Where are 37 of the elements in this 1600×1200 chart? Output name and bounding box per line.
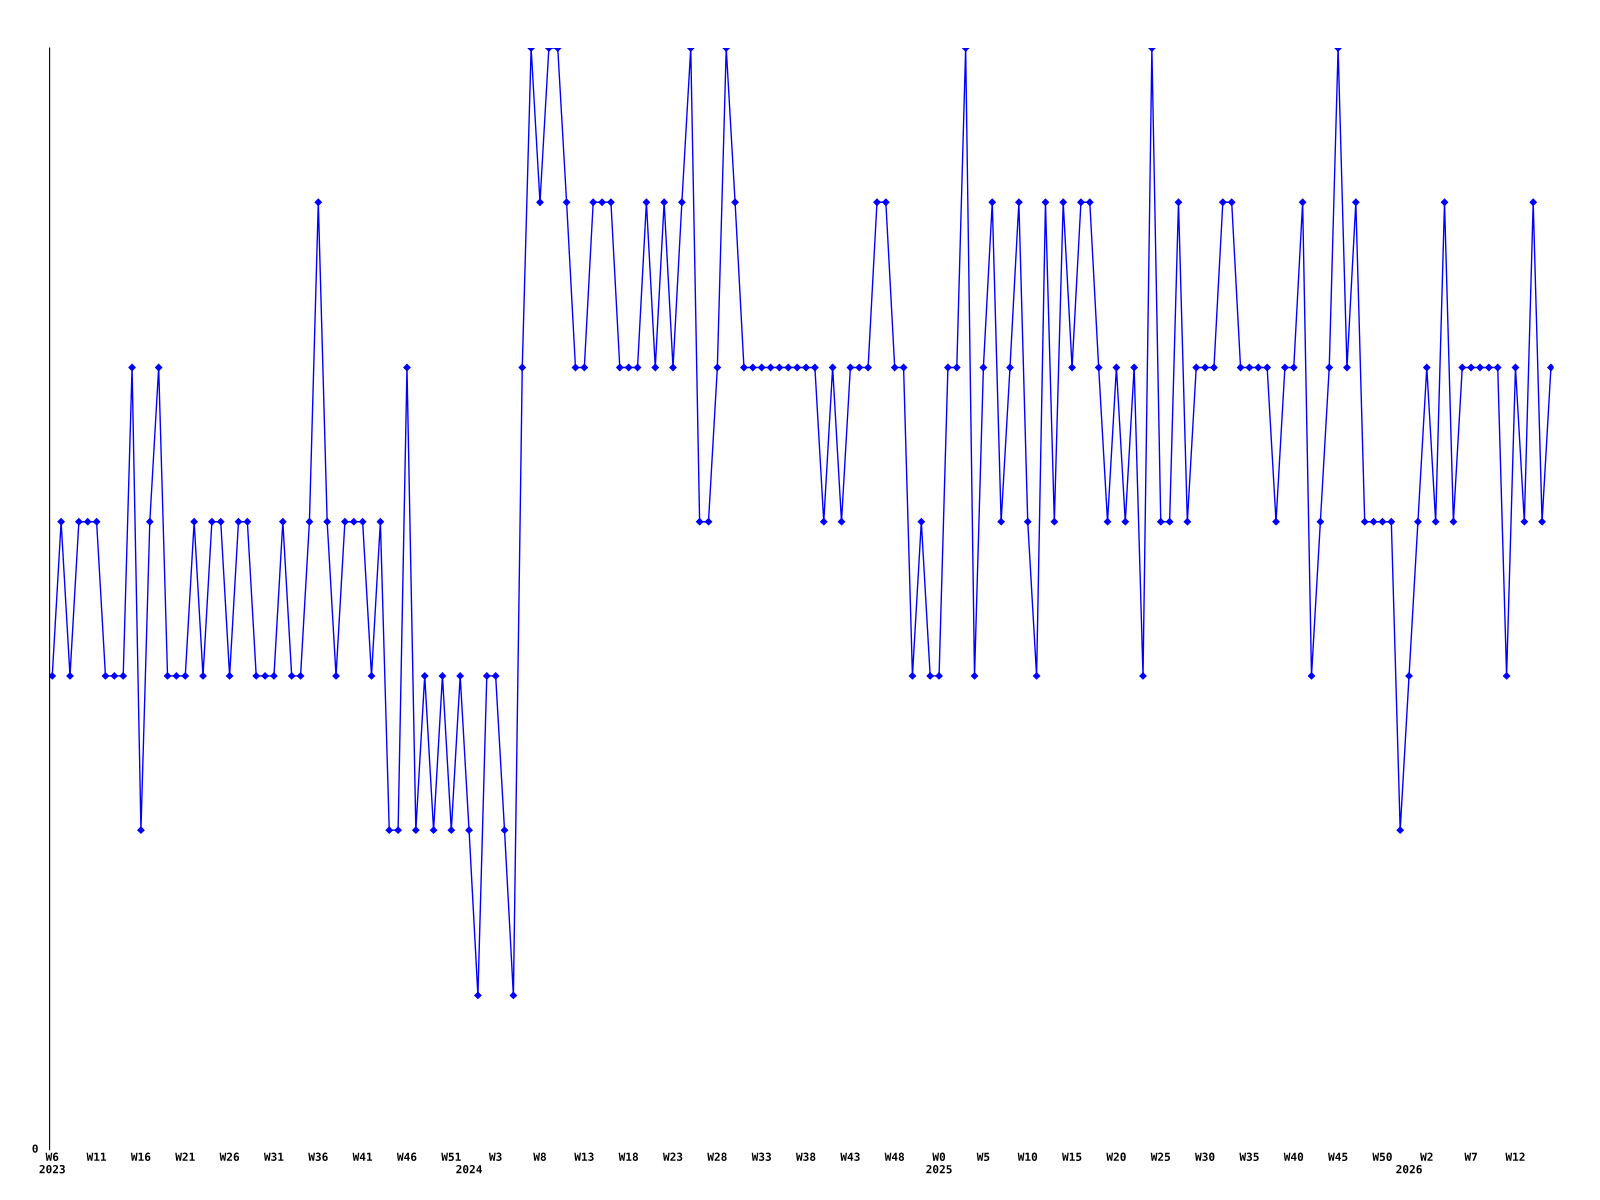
x-tick-label: W33: [751, 1152, 772, 1161]
x-tick-label: W30: [1195, 1152, 1215, 1161]
x-tick-label: W25: [1150, 1152, 1171, 1161]
x-tick-label: W15: [1062, 1152, 1082, 1161]
x-tick-label: W0 2025: [926, 1152, 952, 1174]
x-tick-label: W40: [1283, 1152, 1304, 1161]
x-tick-label: W35: [1239, 1152, 1259, 1161]
x-tick-label: W12: [1505, 1152, 1525, 1161]
x-tick-label: W8: [533, 1152, 546, 1161]
x-tick-label: W38: [796, 1152, 816, 1161]
x-tick-label: 2024: [456, 1165, 482, 1174]
x-tick-label: W28: [707, 1152, 727, 1161]
x-tick-label: W43: [840, 1152, 860, 1161]
x-tick-label: W45: [1328, 1152, 1348, 1161]
x-tick-label: W5: [976, 1152, 990, 1161]
x-tick-label: W13: [574, 1152, 594, 1161]
x-tick-label: W2: [1420, 1152, 1433, 1161]
x-tick-label: W18: [618, 1152, 639, 1161]
x-tick-label: W31: [263, 1152, 284, 1161]
x-tick-label: W46: [396, 1152, 417, 1161]
text: 0: [32, 1144, 38, 1153]
x-tick-label: W11: [86, 1152, 107, 1161]
x-tick-label: W20: [1106, 1152, 1126, 1161]
x-tick-label: W6 2023: [39, 1152, 65, 1174]
x-tick-label: W23: [662, 1152, 683, 1161]
x-tick-label: W21: [175, 1152, 195, 1161]
x-tick-label: W48: [884, 1152, 905, 1161]
x-tick-label: W50: [1372, 1152, 1392, 1161]
x-tick-label: W51: [441, 1152, 461, 1161]
x-tick-label: W3: [488, 1152, 502, 1161]
x-tick-label: W26: [219, 1152, 240, 1161]
x-tick-label: W10: [1017, 1152, 1038, 1161]
x-tick-label: W41: [352, 1152, 373, 1161]
x-tick-label: W16: [130, 1152, 151, 1161]
x-tick-label: 2026: [1396, 1165, 1422, 1174]
x-tick-label: W7: [1464, 1152, 1477, 1161]
x-tick-label: W36: [308, 1152, 328, 1161]
